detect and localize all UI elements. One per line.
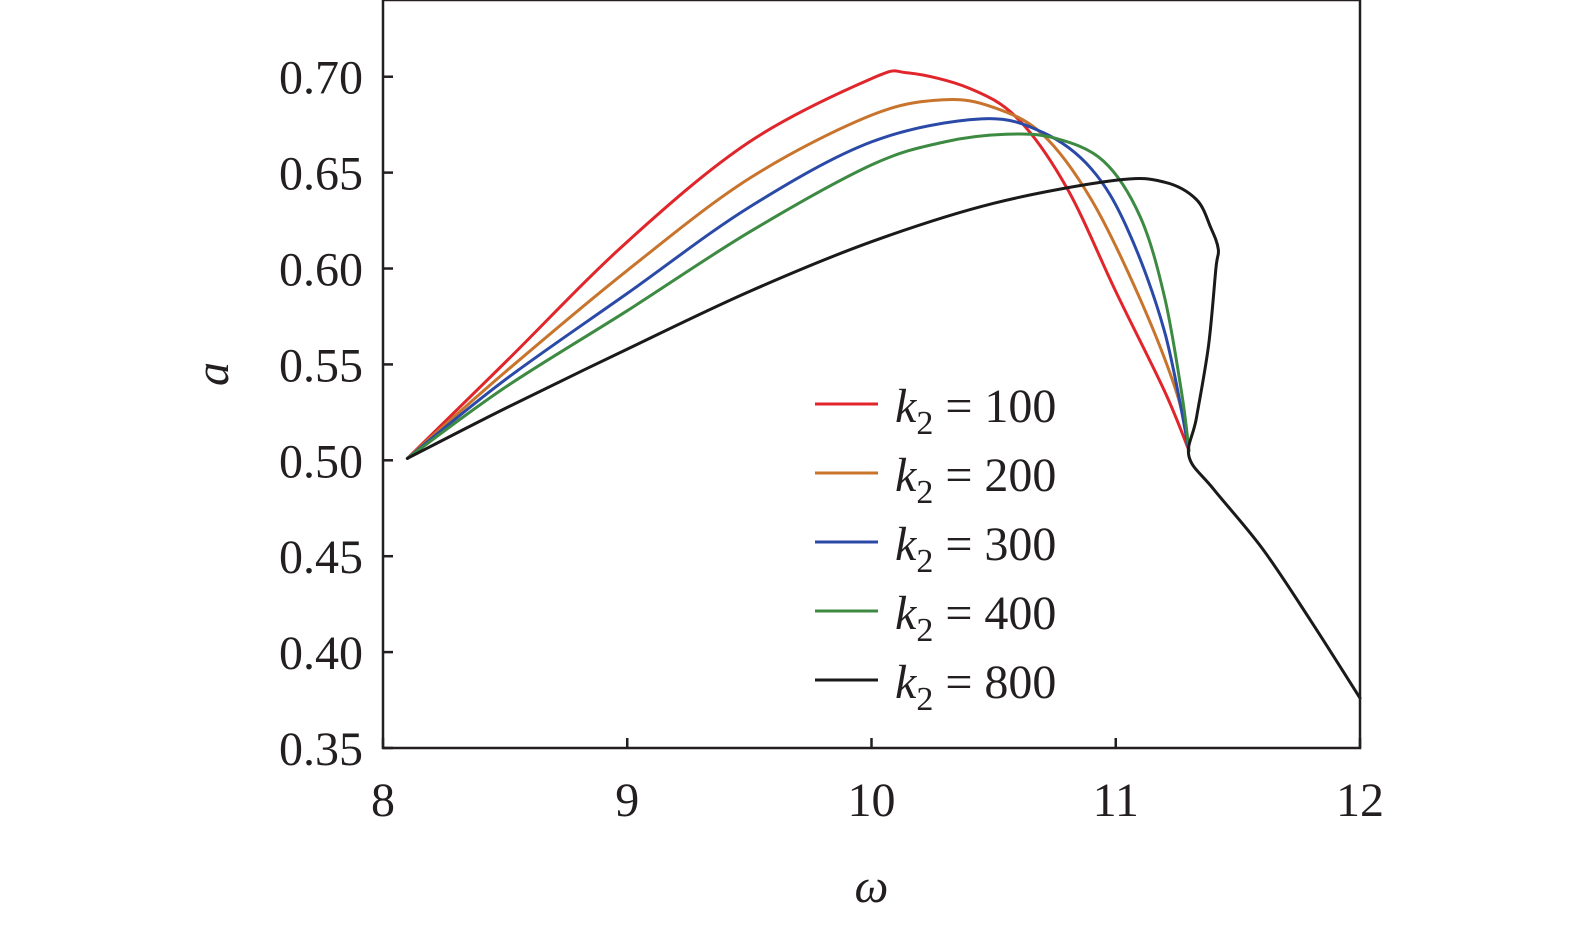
legend-symbol: k bbox=[895, 656, 918, 709]
y-axis-label: a bbox=[186, 362, 239, 386]
legend-symbol: k bbox=[895, 380, 918, 433]
x-tick-label: 11 bbox=[1093, 774, 1139, 827]
y-axis-ticks: 0.35 0.40 0.45 0.50 0.55 0.60 0.65 0.70 bbox=[279, 52, 393, 776]
legend-value: = 300 bbox=[945, 518, 1056, 571]
series-line-2 bbox=[405, 97, 1191, 460]
legend-subscript: 2 bbox=[916, 405, 933, 442]
legend-entry-4: k2 = 400 bbox=[895, 587, 1056, 649]
x-axis-label: ω bbox=[855, 860, 889, 913]
legend-subscript: 2 bbox=[916, 681, 933, 718]
y-tick-label: 0.65 bbox=[279, 148, 363, 201]
x-axis-ticks: 8 9 10 11 12 bbox=[371, 738, 1384, 827]
series-line-5 bbox=[405, 177, 1362, 700]
y-tick-label: 0.50 bbox=[279, 435, 363, 488]
series-line-1 bbox=[405, 69, 1191, 460]
y-tick-label: 0.45 bbox=[279, 531, 363, 584]
legend-subscript: 2 bbox=[916, 612, 933, 649]
y-tick-label: 0.70 bbox=[279, 52, 363, 105]
legend-symbol: k bbox=[895, 587, 918, 640]
legend-subscript: 2 bbox=[916, 474, 933, 511]
x-tick-label: 8 bbox=[371, 774, 395, 827]
legend-value: = 200 bbox=[945, 449, 1056, 502]
legend-symbol: k bbox=[895, 449, 918, 502]
legend-entry-2: k2 = 200 bbox=[895, 449, 1056, 511]
x-tick-label: 12 bbox=[1336, 774, 1384, 827]
legend-value: = 100 bbox=[945, 380, 1056, 433]
y-tick-label: 0.40 bbox=[279, 627, 363, 680]
y-tick-label: 0.35 bbox=[279, 723, 363, 776]
legend-entry-1: k2 = 100 bbox=[895, 380, 1056, 442]
legend-entry-5: k2 = 800 bbox=[895, 656, 1056, 718]
legend-symbol: k bbox=[895, 518, 918, 571]
y-tick-label: 0.60 bbox=[279, 244, 363, 297]
x-tick-label: 9 bbox=[615, 774, 639, 827]
legend-value: = 400 bbox=[945, 587, 1056, 640]
series-curves bbox=[405, 69, 1362, 700]
series-line-3 bbox=[405, 117, 1191, 460]
y-tick-label: 0.55 bbox=[279, 339, 363, 392]
x-tick-label: 10 bbox=[848, 774, 896, 827]
legend-value: = 800 bbox=[945, 656, 1056, 709]
series-line-4 bbox=[405, 132, 1191, 460]
legend-subscript: 2 bbox=[916, 543, 933, 580]
legend-entry-3: k2 = 300 bbox=[895, 518, 1056, 580]
plot-frame bbox=[381, 0, 1362, 750]
